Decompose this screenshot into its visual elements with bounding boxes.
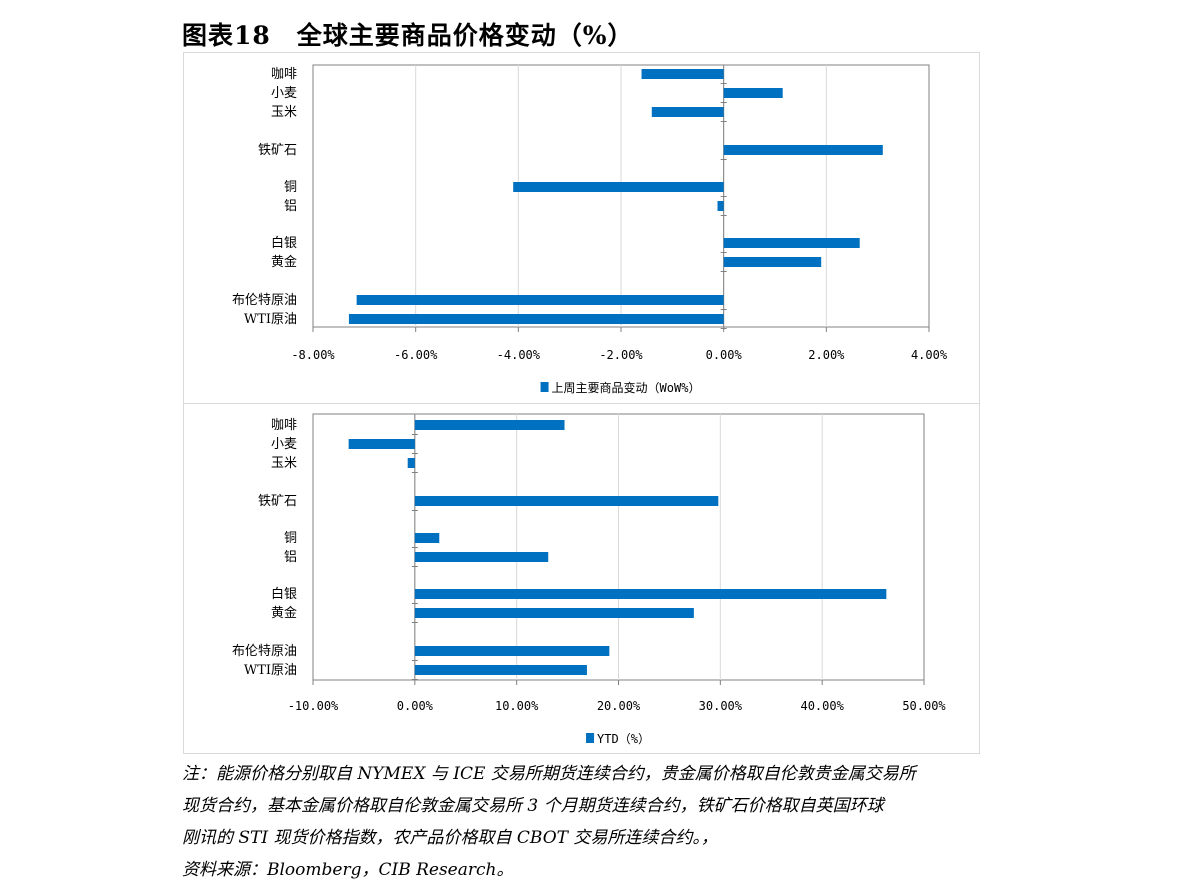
notes-block: 注：能源价格分别取自 NYMEX 与 ICE 交易所期货连续合约，贵金属价格取自… bbox=[182, 758, 1052, 886]
wow-legend-swatch bbox=[540, 382, 549, 392]
wow-bar bbox=[723, 238, 860, 248]
ytd-bar bbox=[414, 496, 719, 506]
wow-x-tick-label: 4.00% bbox=[911, 348, 948, 362]
ytd-bar bbox=[414, 420, 565, 430]
wow-bar bbox=[717, 201, 724, 211]
note-line-2: 现货合约，基本金属价格取自伦敦金属交易所 3 个月期货连续合约，铁矿石价格取自英… bbox=[182, 796, 884, 816]
wow-legend-label: 上周主要商品变动（WoW%） bbox=[552, 380, 701, 395]
wow-legend: 上周主要商品变动（WoW%） bbox=[540, 380, 701, 395]
ytd-x-tick-label: 40.00% bbox=[800, 699, 844, 713]
figure-title: 图表18 全球主要商品价格变动（%） bbox=[182, 21, 634, 50]
ytd-chart: -10.00% 0.00% 10.00% 20.00% 30.00% 40.00% 50.0… bbox=[183, 403, 980, 754]
wow-category-label: 小麦 bbox=[271, 86, 297, 101]
wow-bar bbox=[723, 257, 822, 267]
ytd-category-label: 铜 bbox=[284, 531, 297, 546]
ytd-bar bbox=[348, 439, 415, 449]
wow-x-tick-label: 0.00% bbox=[706, 348, 743, 362]
ytd-category-label: 白银 bbox=[271, 586, 297, 602]
wow-category-label: 铜 bbox=[284, 180, 297, 195]
ytd-x-tick-label: 10.00% bbox=[495, 699, 539, 713]
wow-bar bbox=[723, 145, 883, 155]
ytd-bar bbox=[407, 458, 415, 468]
ytd-category-label: 铁矿石 bbox=[258, 494, 297, 509]
wow-chart-svg: -8.00% -6.00% -4.00% -2.00% 0.00% 2.00% 4.00% 咖… bbox=[232, 64, 948, 395]
wow-bar bbox=[348, 314, 724, 324]
wow-bar bbox=[723, 88, 783, 98]
ytd-bar bbox=[414, 589, 887, 599]
wow-category-label: 白银 bbox=[271, 235, 297, 251]
ytd-x-tick-label: -10.00% bbox=[288, 699, 339, 713]
wow-category-label: WTI原油 bbox=[244, 312, 297, 327]
wow-category-label: 咖啡 bbox=[271, 67, 297, 82]
source-line: 资料来源：Bloomberg，CIB Research。 bbox=[182, 860, 514, 880]
wow-x-tick-label: -2.00% bbox=[599, 348, 643, 362]
wow-category-label: 铝 bbox=[284, 199, 297, 214]
ytd-chart-svg: -10.00% 0.00% 10.00% 20.00% 30.00% 40.00% 50.0… bbox=[232, 413, 946, 746]
ytd-x-tick-label: 20.00% bbox=[597, 699, 641, 713]
ytd-bar bbox=[414, 646, 610, 656]
wow-category-label: 铁矿石 bbox=[258, 143, 297, 158]
ytd-bar bbox=[414, 665, 587, 675]
ytd-bar bbox=[414, 608, 694, 618]
wow-bar bbox=[513, 182, 724, 192]
ytd-legend: YTD（%） bbox=[586, 732, 650, 746]
ytd-x-tick-label: 30.00% bbox=[699, 699, 743, 713]
wow-x-tick-label: -6.00% bbox=[394, 348, 438, 362]
note-line-3: 刚讯的 STI 现货价格指数，农产品价格取自 CBOT 交易所连续合约。， bbox=[182, 828, 718, 848]
ytd-x-tick-label: 50.00% bbox=[902, 699, 946, 713]
ytd-legend-label: YTD（%） bbox=[597, 732, 650, 746]
note-line-1: 注：能源价格分别取自 NYMEX 与 ICE 交易所期货连续合约，贵金属价格取自… bbox=[182, 764, 916, 784]
wow-x-tick-label: -8.00% bbox=[291, 348, 335, 362]
wow-bar bbox=[641, 69, 724, 79]
ytd-category-label: WTI原油 bbox=[244, 663, 297, 678]
ytd-x-tick-label: 0.00% bbox=[397, 699, 434, 713]
ytd-legend-swatch bbox=[586, 733, 595, 743]
ytd-category-label: 布伦特原油 bbox=[232, 644, 297, 659]
wow-bar bbox=[651, 107, 724, 117]
ytd-category-label: 小麦 bbox=[271, 437, 297, 452]
wow-category-label: 黄金 bbox=[271, 254, 297, 270]
ytd-bar bbox=[414, 552, 549, 562]
ytd-category-label: 黄金 bbox=[271, 605, 297, 621]
ytd-category-label: 咖啡 bbox=[271, 418, 297, 433]
wow-bar bbox=[356, 295, 724, 305]
ytd-category-label: 玉米 bbox=[271, 456, 297, 471]
wow-category-label: 布伦特原油 bbox=[232, 293, 297, 308]
wow-category-label: 玉米 bbox=[271, 105, 297, 120]
wow-x-tick-label: 2.00% bbox=[808, 348, 845, 362]
ytd-bar bbox=[414, 533, 440, 543]
ytd-category-label: 铝 bbox=[284, 550, 297, 565]
wow-chart: -8.00% -6.00% -4.00% -2.00% 0.00% 2.00% 4.00% 咖… bbox=[183, 52, 980, 404]
wow-x-tick-label: -4.00% bbox=[497, 348, 541, 362]
